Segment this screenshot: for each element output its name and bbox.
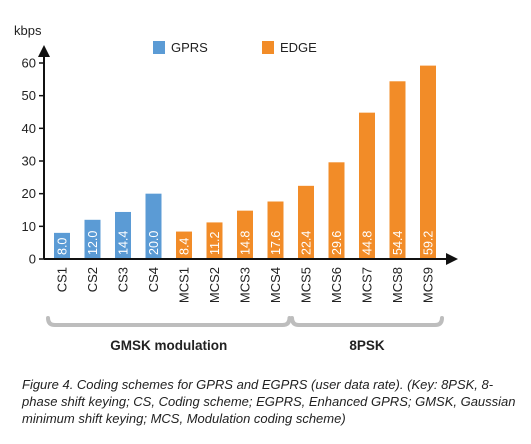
bar-mcs6 bbox=[328, 162, 345, 259]
bar-value-label: 8.4 bbox=[178, 238, 192, 255]
x-axis: CS1 CS2 CS3 CS4 MCS1 MCS2 MCS3 MCS4 MCS5 MCS6 MCS7… bbox=[44, 253, 458, 303]
legend-label: EDGE bbox=[280, 40, 317, 55]
group-label: GMSK modulation bbox=[110, 338, 227, 353]
figure-caption: Figure 4. Coding schemes for GPRS and EG… bbox=[22, 377, 516, 426]
y-tick-label: 0 bbox=[29, 252, 36, 267]
x-axis-arrow bbox=[446, 253, 458, 265]
y-tick-label: 10 bbox=[22, 219, 36, 234]
bar-chart: kbps GPRS EDGE 0 10 20 30 40 50 60 8.0 12.0 14.4 2… bbox=[14, 23, 458, 353]
legend-label: GPRS bbox=[171, 40, 208, 55]
bar-value-label: 59.2 bbox=[422, 231, 436, 255]
legend-swatch-edge bbox=[262, 41, 274, 54]
y-tick-label: 60 bbox=[22, 56, 36, 71]
bar-mcs3 bbox=[237, 210, 253, 259]
bar-value-label: 14.8 bbox=[239, 231, 253, 255]
bar-value-label: 20.0 bbox=[147, 231, 161, 255]
x-tick-label: MCS5 bbox=[299, 267, 314, 303]
bar-mcs7 bbox=[359, 112, 375, 259]
x-tick-label: CS3 bbox=[116, 267, 131, 292]
y-axis-label: kbps bbox=[14, 23, 42, 38]
bar-cs3 bbox=[115, 211, 131, 259]
bar-value-label: 44.8 bbox=[361, 231, 375, 255]
legend-swatch-gprs bbox=[153, 41, 165, 54]
x-tick-label: MCS4 bbox=[268, 267, 283, 303]
bar-mcs2 bbox=[206, 222, 223, 259]
x-tick-label: MCS8 bbox=[390, 267, 405, 303]
bar-mcs4 bbox=[267, 201, 284, 259]
y-tick-label: 50 bbox=[22, 88, 36, 103]
bar-mcs5 bbox=[298, 185, 314, 259]
y-tick-label: 20 bbox=[22, 186, 36, 201]
bar-mcs8 bbox=[389, 81, 406, 259]
bar-value-label: 17.6 bbox=[269, 231, 283, 255]
bar-cs1 bbox=[54, 232, 70, 259]
bar-value-label: 12.0 bbox=[86, 231, 100, 255]
bar-mcs9 bbox=[420, 65, 436, 259]
bar-mcs1 bbox=[176, 231, 192, 259]
x-tick-label: MCS9 bbox=[421, 267, 436, 303]
x-tick-label: CS2 bbox=[85, 267, 100, 292]
bar-value-label: 11.2 bbox=[208, 232, 222, 255]
x-tick-label: MCS3 bbox=[238, 267, 253, 303]
bar-value-label: 54.4 bbox=[391, 231, 405, 255]
group-bracket-1 bbox=[46, 316, 292, 327]
x-tick-label: CS1 bbox=[55, 267, 70, 292]
y-axis: 0 10 20 30 40 50 60 bbox=[22, 45, 50, 267]
y-axis-arrow bbox=[38, 45, 50, 57]
bar-value-label: 14.4 bbox=[117, 231, 131, 255]
legend: GPRS EDGE bbox=[153, 40, 317, 55]
bar-value-label: 8.0 bbox=[56, 238, 70, 255]
group-brackets: GMSK modulation 8PSK bbox=[46, 316, 444, 353]
x-tick-label: MCS6 bbox=[329, 267, 344, 303]
x-tick-label: MCS1 bbox=[177, 267, 192, 303]
bar-cs2 bbox=[84, 219, 101, 259]
x-tick-label: CS4 bbox=[146, 267, 161, 292]
bars: 8.0 12.0 14.4 20.0 8.4 11.2 14.8 17.6 22.4 29.6 44… bbox=[54, 65, 436, 259]
bar-cs4 bbox=[145, 193, 162, 259]
bar-value-label: 29.6 bbox=[330, 231, 344, 255]
y-tick-label: 30 bbox=[22, 154, 36, 169]
x-tick-label: MCS7 bbox=[360, 267, 375, 303]
bar-value-label: 22.4 bbox=[300, 231, 314, 255]
x-tick-label: MCS2 bbox=[207, 267, 222, 303]
y-tick-label: 40 bbox=[22, 121, 36, 136]
group-bracket-2 bbox=[290, 316, 444, 327]
group-label: 8PSK bbox=[349, 338, 385, 353]
